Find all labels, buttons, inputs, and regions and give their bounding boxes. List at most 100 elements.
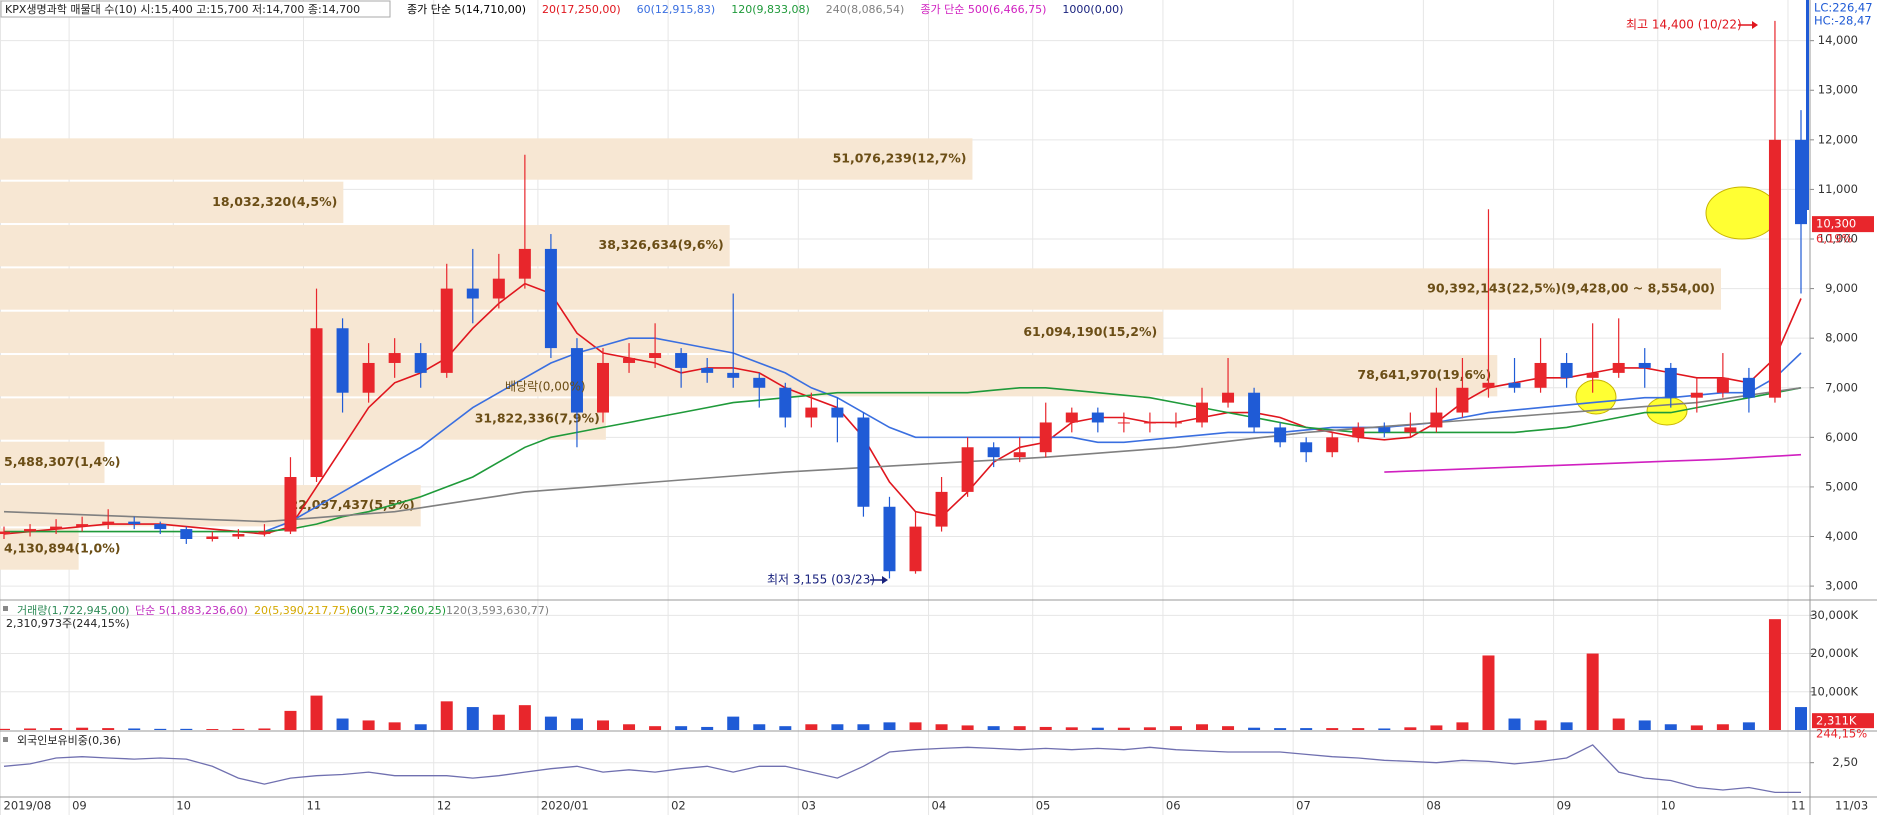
volume-bar — [935, 724, 948, 730]
candle-body — [623, 358, 636, 363]
legend-entry: 120(3,593,630,77) — [446, 604, 549, 617]
volume-bar — [961, 725, 974, 730]
profile-label: 4,130,894(1,0%) — [4, 541, 120, 556]
low-annotation: 최저 3,155 (03/23) — [767, 573, 875, 587]
candle-body — [1117, 422, 1130, 424]
profile-bar — [0, 225, 730, 267]
volume-bar — [180, 728, 193, 730]
candle-body — [935, 491, 948, 527]
volume-bar — [1065, 727, 1078, 730]
candle-body — [258, 531, 271, 535]
candle-body — [180, 529, 193, 539]
volume-bar — [1560, 722, 1573, 730]
candle-body — [0, 531, 10, 535]
volume-bar — [1352, 728, 1365, 730]
candle-body — [284, 477, 297, 532]
volume-bar — [675, 726, 688, 730]
candle-body — [1274, 427, 1287, 443]
moving-average-line — [4, 387, 1802, 533]
volume-bar — [1430, 725, 1443, 730]
volume-bar — [362, 720, 375, 730]
volume-bar — [727, 716, 740, 730]
volume-change-label: 244,15% — [1816, 727, 1867, 741]
candle-body — [1508, 382, 1521, 388]
volume-bar — [1143, 727, 1156, 730]
legend-entry: 120(9,833,08) — [731, 3, 810, 16]
profile-bar — [0, 441, 105, 484]
volume-bar — [0, 728, 10, 730]
candle-body — [362, 362, 375, 393]
legend-entry: 거래량(1,722,945,00) — [17, 604, 129, 617]
y-tick-label: 20,000K — [1810, 646, 1858, 660]
candle-body — [1768, 139, 1781, 398]
candle-body — [831, 407, 844, 418]
volume-bar — [544, 716, 557, 730]
candle-body — [492, 278, 505, 299]
volume-bar — [1482, 655, 1495, 730]
volume-bar — [1716, 724, 1729, 730]
profile-label: 22,097,437(5,5%) — [290, 497, 415, 512]
profile-label: 5,488,307(1,4%) — [4, 454, 120, 469]
candle-body — [987, 447, 1000, 458]
candle-body — [1404, 427, 1417, 433]
foreign-ratio-line — [3, 744, 1801, 794]
profile-bar — [0, 181, 344, 224]
moving-average-line — [1384, 453, 1802, 473]
candle-body — [466, 288, 479, 299]
x-tick-label: 03 — [801, 799, 816, 813]
volume-bar — [753, 724, 766, 730]
moving-average-line — [264, 337, 1802, 533]
current-volume-box — [1812, 713, 1874, 729]
candle-body — [649, 353, 662, 359]
profile-label: 78,641,970(19,6%) — [1357, 367, 1491, 382]
candle-body — [24, 529, 37, 532]
x-tick-label: 2019/08 — [4, 799, 52, 813]
volume-bar — [1690, 725, 1703, 730]
volume-bar — [206, 729, 219, 730]
volume-bar — [1248, 727, 1261, 730]
x-tick-label: 02 — [671, 799, 686, 813]
volume-bar — [1768, 619, 1781, 730]
volume-bar — [1222, 726, 1235, 730]
volume-bar — [1742, 722, 1755, 730]
volume-bar — [1196, 724, 1208, 730]
moving-average-line — [3, 387, 1802, 523]
candle-body — [857, 417, 870, 507]
candle-body — [1169, 422, 1182, 424]
y-tick-label: 9,000 — [1825, 281, 1858, 295]
volume-bar — [388, 722, 401, 730]
x-tick-label: 07 — [1296, 799, 1311, 813]
candle-body — [1143, 422, 1156, 424]
candle-body — [961, 447, 974, 492]
x-tick-label: 04 — [932, 799, 947, 813]
current-price-label: 10,300 — [1816, 217, 1856, 231]
candle-body — [1352, 427, 1365, 438]
profile-bar — [0, 268, 1721, 310]
volume-bar — [1013, 726, 1026, 730]
legend-entry: 240(8,086,54) — [826, 3, 905, 16]
candle-body — [414, 353, 427, 373]
volume-bar — [440, 701, 453, 730]
volume-subtitle: 2,310,973주(244,15%) — [6, 617, 130, 630]
volume-bar — [466, 707, 479, 730]
volume-bar — [1534, 720, 1547, 730]
candle-body — [1196, 402, 1208, 423]
profile-label: 61,094,190(15,2%) — [1023, 324, 1157, 339]
candle-body — [779, 387, 792, 418]
candle-body — [570, 348, 583, 413]
marker-bar — [1806, 0, 1809, 210]
x-tick-label: 06 — [1166, 799, 1181, 813]
candle-body — [1612, 362, 1625, 373]
x-tick-label: 12 — [437, 799, 452, 813]
volume-bar — [1300, 728, 1313, 730]
volume-bar — [102, 728, 115, 730]
volume-bar — [1117, 727, 1130, 730]
volume-bar — [1378, 728, 1391, 730]
y-tick-label: 2,50 — [1832, 755, 1858, 769]
volume-bar — [831, 724, 844, 730]
volume-bar — [1508, 718, 1521, 730]
lc-label: LC:226,47 — [1814, 1, 1873, 15]
y-tick-label: 7,000 — [1825, 380, 1858, 394]
